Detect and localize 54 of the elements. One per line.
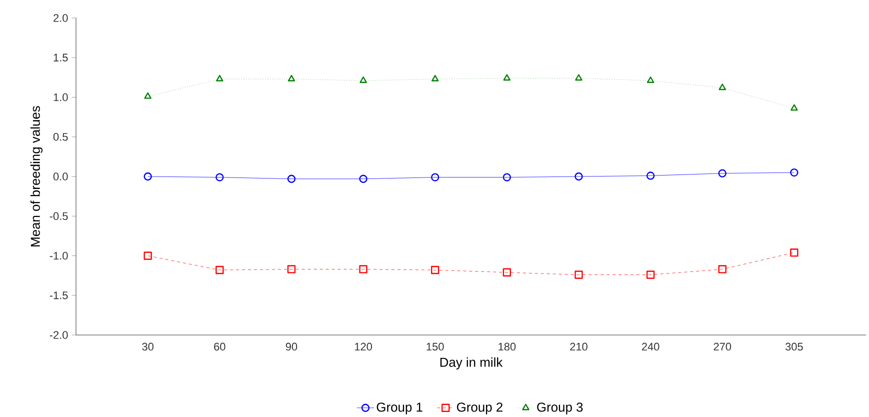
point xyxy=(216,173,224,182)
point xyxy=(574,172,583,181)
point xyxy=(502,173,511,182)
x-tick-label: 240 xyxy=(642,342,660,350)
x-tick-label: 305 xyxy=(785,342,803,350)
y-tick-label: 1.0 xyxy=(54,93,68,102)
x-tick-label: 180 xyxy=(498,342,516,350)
point xyxy=(287,174,296,183)
point xyxy=(718,169,726,178)
point xyxy=(503,74,511,81)
point xyxy=(431,173,440,182)
point xyxy=(216,74,224,82)
y-tick-label: -2.0 xyxy=(50,331,68,339)
point xyxy=(288,74,296,82)
y-tick-label: 0.0 xyxy=(53,172,68,180)
point xyxy=(502,268,511,276)
point xyxy=(216,266,224,274)
y-tick-label: -1.5 xyxy=(50,292,68,300)
point xyxy=(646,270,655,279)
x-tick-label: 60 xyxy=(214,342,226,350)
x-tick-label: 210 xyxy=(570,342,588,350)
point xyxy=(359,174,368,183)
x-tick-label: 270 xyxy=(714,342,732,350)
legend-label: Group 3 xyxy=(537,402,583,414)
x-tick-label: 120 xyxy=(354,342,372,350)
point xyxy=(287,265,296,274)
point xyxy=(790,104,798,111)
x-tick-label: 30 xyxy=(142,342,154,350)
point xyxy=(718,265,726,274)
y-tick-label: -0.5 xyxy=(50,212,68,220)
y-axis-title: Mean of breeding values xyxy=(30,106,43,246)
point xyxy=(360,76,367,83)
y-tick-label: 2.0 xyxy=(54,14,68,22)
point xyxy=(790,168,798,177)
point xyxy=(359,265,368,274)
legend-label: Group 1 xyxy=(376,402,422,414)
x-tick-label: 90 xyxy=(286,342,298,350)
y-tick-label: -1.0 xyxy=(50,252,68,260)
y-tick-label: 0.5 xyxy=(53,132,68,141)
point xyxy=(718,84,726,90)
point xyxy=(575,74,582,81)
point xyxy=(144,92,152,99)
point xyxy=(431,74,439,82)
x-axis-title: Day in milk xyxy=(440,357,503,370)
point xyxy=(790,248,798,257)
point xyxy=(431,266,440,274)
point xyxy=(574,270,583,279)
x-tick-label: 150 xyxy=(426,342,444,350)
y-tick-label: 1.5 xyxy=(54,54,68,62)
point xyxy=(144,172,152,181)
point xyxy=(144,252,152,260)
point xyxy=(646,172,655,180)
legend-label: Group 2 xyxy=(456,402,502,414)
point xyxy=(646,76,654,83)
